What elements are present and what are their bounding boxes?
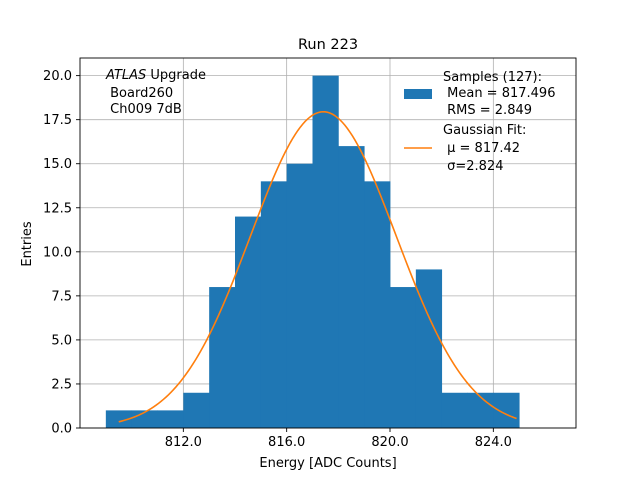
y-tick-label: 5.0 [51, 333, 72, 348]
legend-samples-line-2: Mean = 817.496 [443, 86, 555, 101]
y-tick-label: 15.0 [43, 157, 72, 172]
histogram-bar [105, 410, 133, 428]
histogram-bar [312, 75, 339, 428]
legend-samples-line-3: RMS = 2.849 [443, 103, 532, 118]
annotation-atlas: ATLAS [105, 68, 146, 83]
histogram-bar [441, 392, 468, 428]
annotation-line-3: Ch009 7dB [106, 102, 182, 117]
legend: Samples (127): Mean = 817.496 RMS = 2.84… [404, 70, 555, 174]
legend-patch-samples [404, 89, 432, 99]
histogram-bar [157, 410, 184, 428]
y-tick-label: 12.5 [43, 201, 72, 216]
y-axis-ticks: 0.0 2.5 5.0 7.5 10.0 12.5 15.0 17.5 20.0 [43, 69, 80, 437]
legend-fit-line-2: μ = 817.42 [443, 141, 520, 156]
legend-samples-line-1: Samples (127): [443, 70, 542, 85]
histogram-bar [390, 287, 417, 428]
y-tick-label: 20.0 [43, 69, 72, 84]
annotation-box: ATLAS Upgrade Board260 Ch009 7dB [105, 68, 206, 117]
y-tick-label: 10.0 [43, 245, 72, 260]
gaussian-fit-curve [118, 110, 517, 423]
y-tick-label: 0.0 [51, 422, 72, 437]
histogram-bar [183, 392, 210, 428]
plot-frame [79, 57, 577, 429]
histogram-bars [105, 75, 520, 428]
histogram-bar [364, 181, 391, 428]
x-tick-label: 824.0 [475, 435, 512, 450]
histogram-bar [260, 181, 288, 428]
histogram-bar [415, 269, 443, 428]
annotation-line-2: Board260 [106, 86, 173, 101]
y-tick-label: 2.5 [51, 377, 72, 392]
x-tick-label: 820.0 [371, 435, 408, 450]
histogram-bar [467, 392, 494, 428]
chart-title: Run 223 [298, 37, 358, 53]
histogram-bar [286, 163, 313, 428]
y-tick-label: 7.5 [51, 289, 72, 304]
legend-fit-line-1: Gaussian Fit: [443, 123, 526, 138]
histogram-bar [235, 216, 262, 428]
annotation-upgrade: Upgrade [146, 68, 206, 83]
x-tick-label: 816.0 [268, 435, 305, 450]
histogram-bar [338, 146, 365, 428]
y-tick-label: 17.5 [43, 113, 72, 128]
y-axis-label: Entries [20, 221, 35, 267]
x-axis-ticks: 812.0 816.0 820.0 824.0 [165, 428, 512, 450]
x-tick-label: 812.0 [165, 435, 202, 450]
annotation-line-1: ATLAS Upgrade [105, 68, 206, 83]
x-axis-label: Energy [ADC Counts] [259, 456, 396, 471]
legend-fit-line-3: σ=2.824 [443, 159, 503, 174]
histogram-bar [209, 287, 236, 428]
